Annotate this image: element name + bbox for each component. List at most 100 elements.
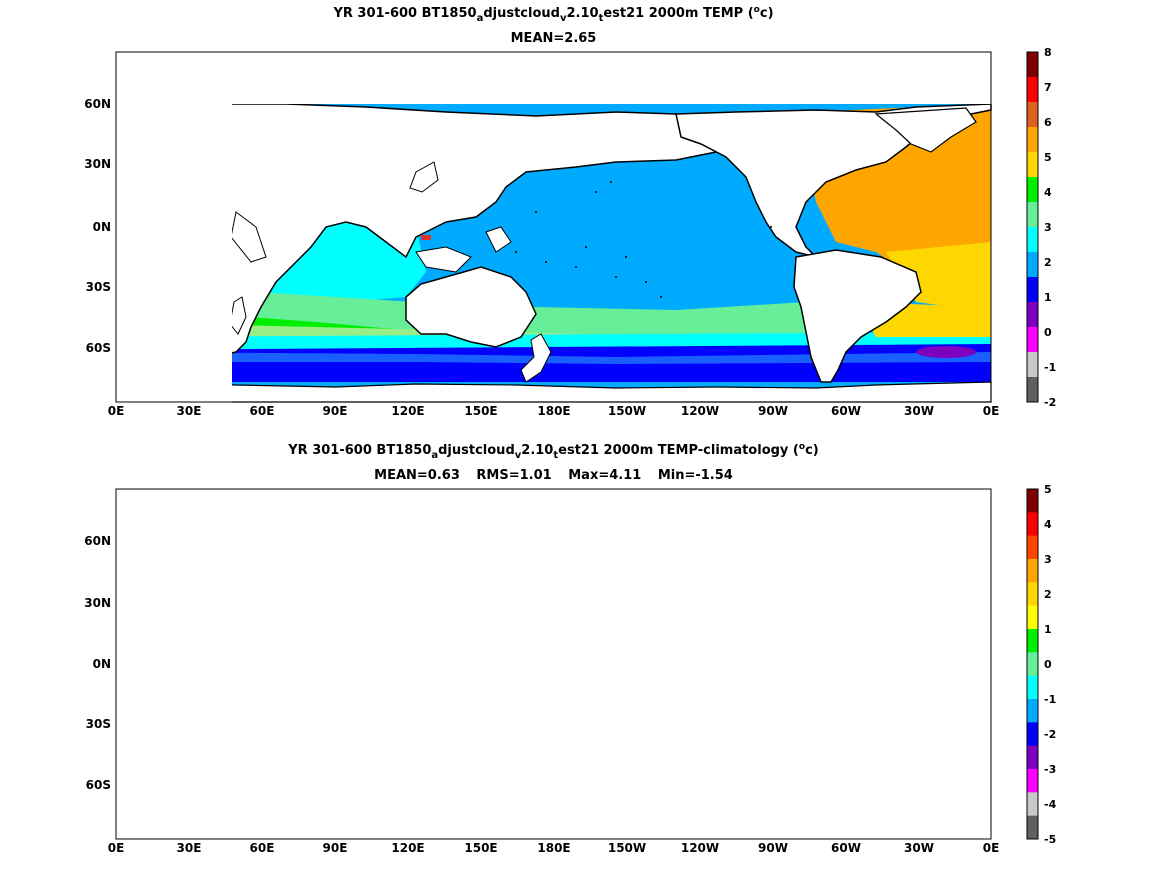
lon-label: 150E	[464, 841, 497, 855]
lon-label: 120E	[391, 404, 424, 418]
lon-label: 150W	[608, 404, 646, 418]
lon-label: 90W	[758, 841, 788, 855]
colorbar-swatch	[1027, 512, 1038, 537]
colorbar-swatch	[1027, 177, 1038, 203]
lon-label: 30E	[177, 841, 202, 855]
map1-lon-axis: 0E 30E 60E 90E 120E 150E 180E 150W 120W …	[108, 404, 1000, 418]
colorbar-label: 5	[1044, 483, 1052, 496]
lon-label: 60W	[831, 841, 861, 855]
colorbar-label: 6	[1044, 116, 1052, 129]
lat-label: 30S	[86, 280, 111, 294]
lon-label: 120E	[391, 841, 424, 855]
lon-label: 150E	[464, 404, 497, 418]
lat-label: 60N	[84, 534, 111, 548]
map2-max: Max=4.11	[568, 468, 642, 483]
colorbar-label: 4	[1044, 186, 1052, 199]
lon-label: 90E	[323, 841, 348, 855]
map1-lat-axis: 60N 30N 0N 30S 60S	[84, 97, 111, 355]
colorbar-swatch	[1027, 722, 1038, 747]
colorbar-swatch	[1027, 327, 1038, 353]
colorbar-label: -2	[1044, 728, 1056, 741]
lon-label: 30W	[904, 404, 934, 418]
map1-title: YR 301-600 BT1850adjustcloudv2.10test21 …	[333, 5, 774, 24]
lon-label: 180E	[537, 404, 570, 418]
lon-label: 180E	[537, 841, 570, 855]
colorbar-swatch	[1027, 629, 1038, 653]
colorbar-swatch	[1027, 559, 1038, 583]
colorbar-swatch	[1027, 605, 1038, 630]
colorbar-swatch	[1027, 352, 1038, 378]
lon-label: 0E	[983, 404, 1000, 418]
map1-stats: MEAN=2.65	[115, 31, 992, 47]
map1: 60N 30N 0N 30S 60S 0E 30E 60E 90E 120E 1…	[84, 46, 1056, 418]
colorbar-swatch	[1027, 227, 1038, 253]
map2-stats: MEAN=0.63 RMS=1.01 Max=4.11 Min=-1.54	[115, 468, 992, 484]
lon-label: 90E	[323, 404, 348, 418]
colorbar-swatch	[1027, 152, 1038, 178]
lat-label: 60N	[84, 97, 111, 111]
lon-label: 90W	[758, 404, 788, 418]
map2-rms: RMS=1.01	[476, 468, 552, 483]
lon-label: 60W	[831, 404, 861, 418]
colorbar-swatch	[1027, 202, 1038, 228]
colorbar-label: -1	[1044, 361, 1056, 374]
colorbar-swatch	[1027, 127, 1038, 153]
map2-lat-axis: 60N 30N 0N 30S 60S	[84, 534, 111, 792]
lon-label: 150W	[608, 841, 646, 855]
colorbar-swatch	[1027, 377, 1038, 403]
colorbar-swatch	[1027, 769, 1038, 793]
lat-label: 0N	[93, 657, 111, 671]
colorbar-label: -2	[1044, 396, 1056, 409]
colorbar-swatch	[1027, 745, 1038, 770]
map2-min: Min=-1.54	[657, 468, 733, 483]
colorbar-swatch	[1027, 792, 1038, 817]
colorbar-label: 5	[1044, 151, 1052, 164]
colorbar-swatch	[1027, 652, 1038, 677]
map2-colorbar: 5 4 3 2 1 0 -1 -2 -3 -4 -5	[1026, 483, 1057, 846]
colorbar-swatch	[1027, 699, 1038, 723]
colorbar-swatch	[1027, 302, 1038, 328]
lat-label: 30N	[84, 596, 111, 610]
colorbar-label: 0	[1044, 326, 1052, 339]
lon-label: 60E	[250, 404, 275, 418]
map2-colorbar-swatches	[1027, 489, 1038, 840]
colorbar-label: 1	[1044, 623, 1052, 636]
colorbar-label: -3	[1044, 763, 1056, 776]
map2-lon-axis: 0E 30E 60E 90E 120E 150E 180E 150W 120W …	[108, 841, 1000, 855]
map2-title: YR 301-600 BT1850adjustcloudv2.10test21 …	[288, 442, 819, 461]
map2-ocean-field	[116, 489, 991, 839]
map1-colorbar-swatches	[1027, 52, 1038, 403]
colorbar-swatch	[1027, 815, 1038, 840]
map2: 60N 30N 0N 30S 60S 0E 30E 60E 90E 120E 1…	[84, 483, 1056, 855]
colorbar-swatch	[1027, 252, 1038, 278]
lon-label: 30W	[904, 841, 934, 855]
colorbar-label: 2	[1044, 256, 1052, 269]
colorbar-swatch	[1027, 277, 1038, 303]
colorbar-label: 3	[1044, 221, 1052, 234]
colorbar-label: 1	[1044, 291, 1052, 304]
colorbar-swatch	[1027, 535, 1038, 560]
colorbar-label: 8	[1044, 46, 1052, 59]
lon-label: 60E	[250, 841, 275, 855]
colorbar-label: 7	[1044, 81, 1052, 94]
colorbar-swatch	[1027, 489, 1038, 513]
lon-label: 0E	[108, 404, 125, 418]
colorbar-swatch	[1027, 77, 1038, 103]
lon-label: 30E	[177, 404, 202, 418]
map1-mean: MEAN=2.65	[510, 31, 597, 46]
colorbar-label: -5	[1044, 833, 1056, 846]
lat-label: 60S	[86, 341, 111, 355]
colorbar-label: 4	[1044, 518, 1052, 531]
colorbar-label: 2	[1044, 588, 1052, 601]
lat-label: 0N	[93, 220, 111, 234]
map1-colorbar: 8 7 6 5 4 3 2 1 0 -1 -2	[1026, 46, 1056, 409]
colorbar-swatch	[1027, 52, 1038, 78]
colorbar-label: 3	[1044, 553, 1052, 566]
lat-label: 60S	[86, 778, 111, 792]
colorbar-label: -1	[1044, 693, 1056, 706]
lat-label: 30N	[84, 157, 111, 171]
map2-mean: MEAN=0.63	[374, 468, 460, 483]
colorbar-swatch	[1027, 675, 1038, 700]
colorbar-label: 0	[1044, 658, 1052, 671]
